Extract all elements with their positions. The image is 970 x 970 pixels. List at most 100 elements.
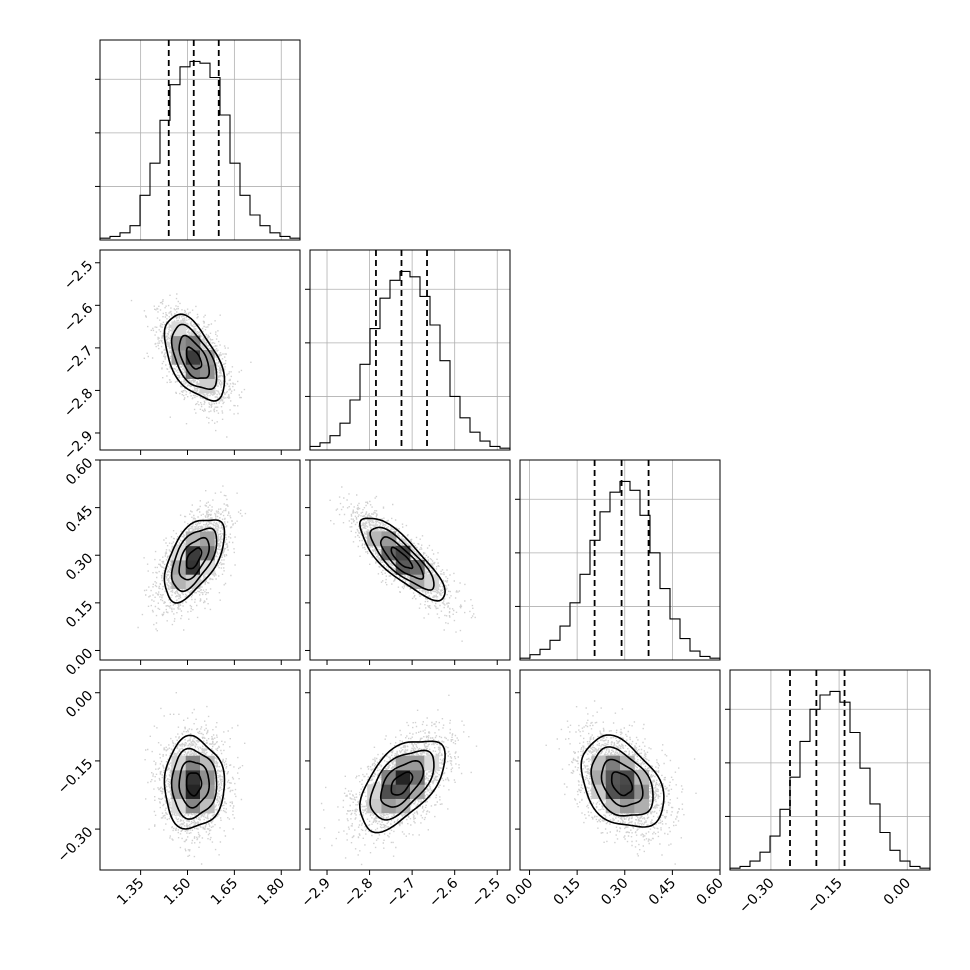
contour-line <box>185 346 203 370</box>
contour-line <box>600 758 644 808</box>
panel-frame <box>729 669 931 871</box>
y-tick-label: −0.15 <box>55 756 97 798</box>
contour-line <box>163 734 226 830</box>
panel-content <box>100 460 300 660</box>
density-cell <box>185 770 201 785</box>
contour-line <box>358 517 446 602</box>
contour-line <box>379 536 425 580</box>
density-cell <box>605 770 621 785</box>
contour-line <box>185 772 203 797</box>
density-cell <box>171 770 187 785</box>
contour-line <box>390 546 414 570</box>
x-tick-label: −2.6 <box>426 875 461 910</box>
density-cell <box>185 545 201 561</box>
density-cell <box>200 798 215 814</box>
y-tick-label: −2.7 <box>61 343 96 378</box>
y-tick-label: −2.8 <box>61 385 96 420</box>
panel-frame <box>309 459 511 661</box>
scatter-panel-1-3 <box>95 459 301 665</box>
x-tick-label: 1.80 <box>255 875 288 908</box>
density-cell <box>634 770 649 785</box>
histogram-step <box>729 690 931 870</box>
density-cell <box>367 798 382 814</box>
contour-line <box>590 746 654 817</box>
density-cell <box>200 364 215 379</box>
contour-line <box>369 749 435 821</box>
density-cell <box>185 755 201 771</box>
density-cell <box>410 560 425 575</box>
scatter-panel-1-2 <box>95 249 301 455</box>
density-cell <box>424 755 439 771</box>
density-cell <box>634 798 649 814</box>
x-tick-label: 0.30 <box>598 875 631 908</box>
scatter-panel-1-4 <box>95 669 301 875</box>
panel-background <box>100 40 300 240</box>
x-tick-label: −0.15 <box>804 875 846 917</box>
histogram-panel-4 <box>725 669 931 871</box>
contour-line <box>580 734 665 828</box>
contour-line <box>185 547 203 570</box>
density-cell <box>171 784 187 799</box>
x-tick-label: −2.5 <box>469 875 504 910</box>
histogram-panel-2 <box>305 249 511 451</box>
y-tick-label: −2.9 <box>61 428 96 463</box>
panel-frame <box>309 249 511 451</box>
x-tick-label: 0.15 <box>551 875 584 908</box>
density-cell <box>381 531 397 547</box>
x-tick-label: 0.45 <box>646 875 679 908</box>
scatter-panel-2-4 <box>305 669 511 875</box>
histogram-step <box>99 60 301 240</box>
x-tick-label: −2.9 <box>298 875 333 910</box>
x-tick-label: 0.00 <box>503 875 536 908</box>
density-cell <box>185 798 201 814</box>
y-tick-label: 0.00 <box>63 646 96 679</box>
contour-line <box>170 527 218 593</box>
contour-line <box>178 536 210 581</box>
scatter-panel-3-4 <box>515 669 721 875</box>
panel-content <box>100 670 300 870</box>
y-tick-label: 0.30 <box>63 550 96 583</box>
panel-frame <box>99 249 301 451</box>
contour-line <box>390 771 414 796</box>
density-cell <box>634 784 649 799</box>
x-tick-label: −0.30 <box>736 875 778 917</box>
panel-background <box>520 460 720 660</box>
contour-line <box>163 313 226 402</box>
histogram-panel-3 <box>515 459 721 661</box>
panel-background <box>730 670 930 870</box>
histogram-panel-1 <box>95 39 301 241</box>
x-tick-label: −2.7 <box>384 875 419 910</box>
panel-background <box>310 250 510 450</box>
y-tick-label: −2.6 <box>61 300 96 335</box>
density-cell <box>171 335 187 351</box>
density-cell <box>605 798 621 814</box>
contour-line <box>358 740 446 834</box>
density-cell <box>381 545 397 561</box>
density-cell <box>200 378 215 394</box>
density-cell <box>381 784 397 799</box>
y-tick-label: −2.5 <box>61 258 96 293</box>
y-tick-label: −0.30 <box>55 824 97 866</box>
panel-frame <box>519 669 721 871</box>
density-cell <box>171 545 187 561</box>
density-cell <box>410 755 425 771</box>
contour-line <box>178 760 210 809</box>
x-tick-label: 0.00 <box>881 875 914 908</box>
x-tick-label: 1.35 <box>114 875 147 908</box>
x-tick-label: 0.60 <box>693 875 726 908</box>
contour-line <box>178 334 210 380</box>
panel-frame <box>99 669 301 871</box>
panel-content <box>100 250 300 450</box>
density-cell <box>395 770 411 785</box>
y-tick-label: 0.15 <box>63 598 96 631</box>
y-tick-label: 0.00 <box>63 688 96 721</box>
density-cell <box>185 364 201 379</box>
density-cell <box>605 755 621 771</box>
panel-content <box>520 670 720 870</box>
density-cell <box>200 784 215 799</box>
density-cell <box>185 574 201 589</box>
panel-frame <box>99 39 301 241</box>
contour-line <box>163 519 226 604</box>
contour-line <box>379 759 425 808</box>
